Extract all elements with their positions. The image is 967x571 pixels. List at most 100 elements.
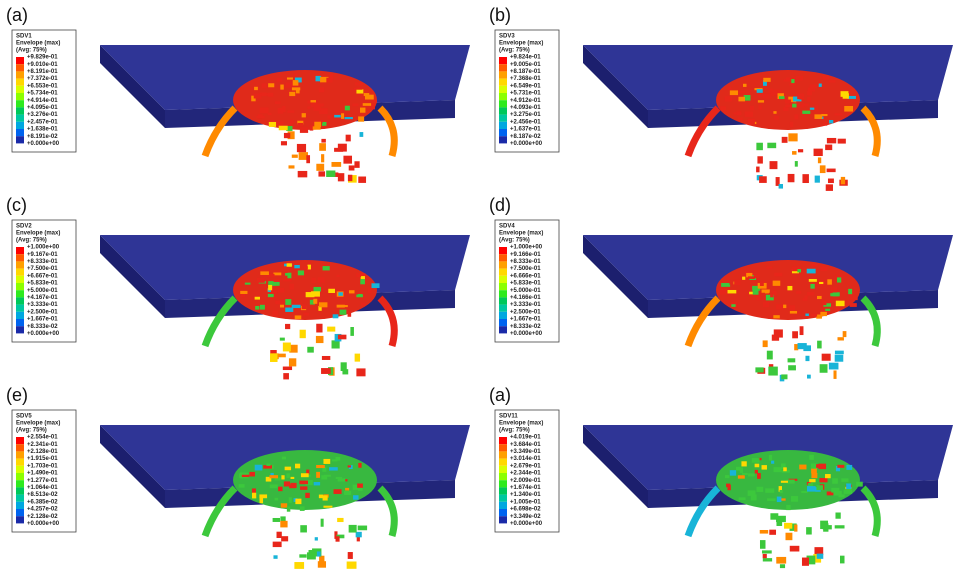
damage-element xyxy=(728,87,732,91)
damage-element xyxy=(830,287,838,293)
damage-element xyxy=(827,279,832,285)
damage-element xyxy=(837,464,845,468)
legend-value: +7.500e-01 xyxy=(510,266,541,272)
damage-element xyxy=(347,311,352,317)
damage-element xyxy=(807,291,815,296)
fragment xyxy=(785,532,793,541)
damage-element xyxy=(737,117,743,121)
damage-element xyxy=(244,282,251,285)
damage-element xyxy=(289,119,294,125)
fragment xyxy=(276,531,282,539)
damage-element xyxy=(362,103,372,106)
legend-swatch xyxy=(499,509,507,517)
fragment xyxy=(827,178,834,184)
damage-element xyxy=(335,456,341,461)
legend-title: SDV5 xyxy=(16,414,32,420)
fragment xyxy=(337,173,345,182)
damage-element xyxy=(773,111,777,114)
fragment xyxy=(755,367,764,373)
damage-element xyxy=(814,105,818,112)
fragment xyxy=(773,329,783,338)
damage-element xyxy=(268,83,275,88)
legend-subtitle: Envelope (max) xyxy=(16,231,60,237)
damage-element xyxy=(822,75,830,80)
fragment xyxy=(797,343,807,350)
legend-swatch xyxy=(16,64,24,72)
legend-subtitle: Envelope (max) xyxy=(499,231,543,237)
damage-element xyxy=(779,489,783,494)
damage-element xyxy=(786,504,791,511)
fragment xyxy=(356,536,360,542)
damage-element xyxy=(772,280,781,286)
damage-element xyxy=(810,463,817,469)
legend-value: +1.340e-01 xyxy=(510,492,541,498)
damage-element xyxy=(334,114,341,118)
legend-value: +2.128e-02 xyxy=(27,514,58,520)
damage-element xyxy=(814,114,823,119)
legend-swatch xyxy=(499,516,507,524)
legend-swatch xyxy=(499,114,507,122)
fragment xyxy=(769,161,778,170)
legend-swatch xyxy=(499,57,507,65)
damage-element xyxy=(767,498,776,501)
legend-swatch xyxy=(499,78,507,86)
legend-swatch xyxy=(16,268,24,276)
damage-element xyxy=(809,454,814,460)
legend-value: +1.703e-01 xyxy=(27,463,58,469)
damage-element xyxy=(300,473,309,478)
damage-element xyxy=(326,77,333,83)
damage-element xyxy=(280,84,284,90)
damage-element xyxy=(358,116,365,122)
fragment xyxy=(331,340,340,349)
fragment xyxy=(355,531,362,538)
legend-note: (Avg: 75%) xyxy=(16,238,47,244)
damage-element xyxy=(370,103,375,110)
legend-value: +2.009e-01 xyxy=(510,478,541,484)
fragment xyxy=(280,516,286,522)
legend-swatch xyxy=(16,129,24,137)
damage-element xyxy=(843,489,853,494)
damage-element xyxy=(783,107,789,112)
legend-value: +9.167e-01 xyxy=(27,252,58,258)
damage-element xyxy=(344,490,352,495)
petal xyxy=(684,485,721,538)
fragment xyxy=(776,556,787,564)
damage-element xyxy=(825,308,831,311)
petal xyxy=(860,105,881,157)
damage-element xyxy=(361,302,366,306)
damage-element xyxy=(763,93,772,99)
damage-element xyxy=(268,281,277,286)
damage-element xyxy=(751,458,760,463)
legend-swatch xyxy=(16,326,24,334)
legend-swatch xyxy=(16,254,24,262)
damage-element xyxy=(318,305,322,311)
damage-element xyxy=(778,486,783,492)
legend-swatch xyxy=(499,458,507,466)
damage-element xyxy=(816,464,823,468)
fragment xyxy=(314,537,318,541)
damage-element xyxy=(287,110,295,113)
damage-element xyxy=(241,294,246,298)
damage-element xyxy=(807,483,813,488)
damage-element xyxy=(762,301,770,308)
damage-element xyxy=(757,457,762,461)
damage-element xyxy=(240,290,248,294)
damage-element xyxy=(292,80,299,86)
damage-element xyxy=(289,283,294,290)
petal xyxy=(377,295,398,347)
damage-element xyxy=(328,288,335,294)
damage-element xyxy=(286,126,293,131)
fragment xyxy=(327,326,336,332)
fragment xyxy=(331,161,342,167)
damage-element xyxy=(353,495,359,500)
legend-value: +8.187e-01 xyxy=(510,69,541,75)
damage-element xyxy=(768,454,773,461)
fragment xyxy=(283,132,291,139)
damage-element xyxy=(313,106,321,111)
legend-value: +5.000e-01 xyxy=(27,288,58,294)
damage-element xyxy=(768,88,773,94)
damage-element xyxy=(724,475,730,479)
damage-element xyxy=(329,467,338,471)
fragment xyxy=(334,147,344,152)
fragment xyxy=(358,176,367,183)
